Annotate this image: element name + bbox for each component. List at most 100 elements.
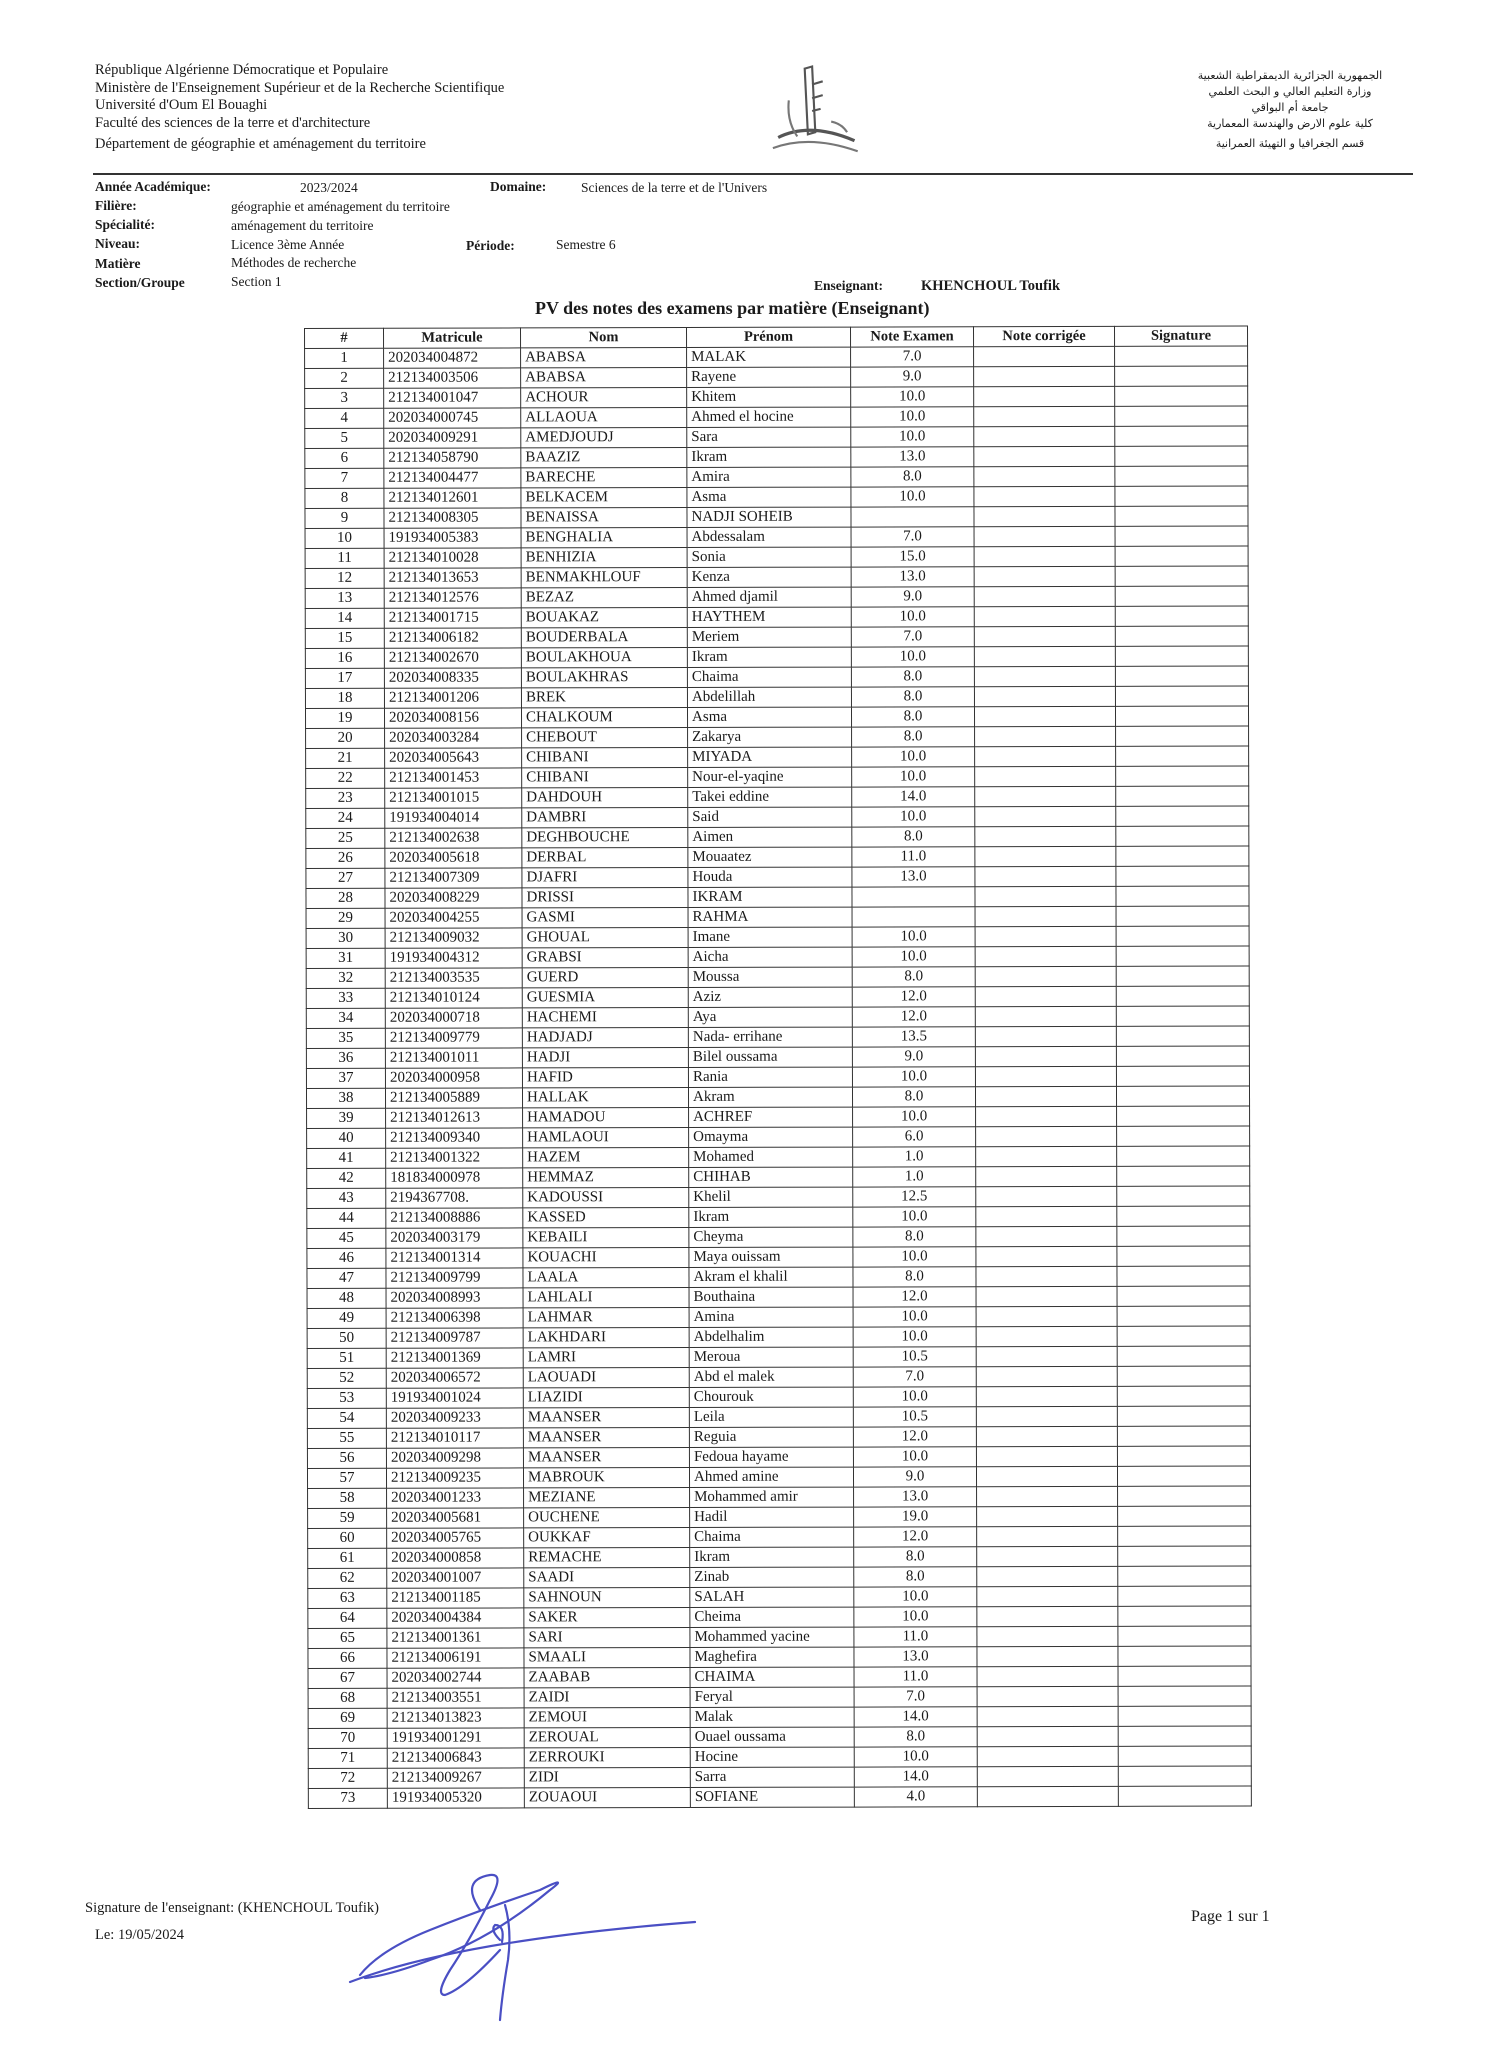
- prenom: Imane: [688, 927, 853, 948]
- matricule: 212134009235: [386, 1467, 524, 1489]
- matricule: 212134012601: [383, 487, 521, 509]
- table-row: 33 212134010124 GUESMIA Aziz 12.0: [306, 986, 1250, 1009]
- matiere-label: Matière: [95, 256, 141, 271]
- note-corrigee: [975, 1266, 1118, 1287]
- matricule: 212134001314: [385, 1247, 523, 1269]
- row-number: 45: [306, 1228, 386, 1249]
- signature-cell: [1117, 1646, 1252, 1667]
- matricule: 212134004477: [383, 467, 521, 489]
- signature-cell: [1117, 1626, 1251, 1647]
- matricule: 212134012576: [384, 587, 522, 609]
- note-examen: 10.5: [853, 1346, 977, 1368]
- prenom: Kenza: [687, 567, 852, 588]
- note-examen: 9.0: [851, 586, 975, 608]
- table-row: 30 212134009032 GHOUAL Imane 10.0: [306, 926, 1250, 949]
- note-examen: 4.0: [854, 1786, 978, 1808]
- row-number: 70: [308, 1728, 388, 1749]
- nom: HALLAK: [522, 1087, 689, 1108]
- col-note-examen: Note Examen: [850, 326, 974, 348]
- row-number: 39: [306, 1108, 386, 1129]
- signature-cell: [1117, 1326, 1251, 1347]
- note-corrigee: [974, 846, 1116, 867]
- row-number: 31: [306, 948, 386, 969]
- table-row: 9 212134008305 BENAISSA NADJI SOHEIB: [304, 506, 1249, 529]
- note-corrigee: [974, 746, 1116, 767]
- note-examen: 13.0: [851, 866, 975, 888]
- note-examen: 10.0: [853, 1586, 977, 1608]
- note-examen: 13.0: [853, 1646, 978, 1668]
- row-number: 42: [306, 1168, 386, 1189]
- prenom: Maghefira: [689, 1647, 855, 1668]
- nom: BENHIZIA: [521, 547, 688, 568]
- table-row: 46 212134001314 KOUACHI Maya ouissam 10.0: [306, 1246, 1250, 1269]
- prenom: Bilel oussama: [688, 1047, 853, 1068]
- note-corrigee: [976, 1566, 1118, 1587]
- row-number: 28: [305, 888, 386, 909]
- note-corrigee: [975, 926, 1117, 947]
- note-corrigee: [976, 1646, 1119, 1667]
- prenom: Mohammed yacine: [689, 1627, 854, 1648]
- nom: ABABSA: [520, 347, 687, 368]
- matricule: 212134001047: [383, 387, 521, 409]
- prenom: Hadil: [689, 1507, 854, 1528]
- prenom: NADJI SOHEIB: [686, 507, 852, 528]
- matricule: 202034004384: [386, 1607, 524, 1629]
- header-divider: [93, 173, 1413, 175]
- note-examen: 10.0: [853, 1446, 977, 1468]
- row-number: 10: [305, 528, 385, 549]
- note-corrigee: [976, 1486, 1118, 1507]
- nom: GHOUAL: [522, 927, 689, 948]
- matricule: 202034004255: [385, 907, 523, 929]
- prenom: Aziz: [688, 987, 853, 1008]
- nom: DRISSI: [521, 887, 689, 908]
- note-examen: 11.0: [854, 1666, 978, 1688]
- note-examen: 10.0: [851, 766, 975, 788]
- table-row: 66 212134006191 SMAALI Maghefira 13.0: [307, 1646, 1252, 1669]
- domaine-label: Domaine:: [490, 179, 547, 194]
- table-row: 5 202034009291 AMEDJOUDJ Sara 10.0: [304, 426, 1248, 449]
- note-examen: 8.0: [854, 1726, 978, 1748]
- prenom: CHAIMA: [690, 1667, 855, 1688]
- matricule: 212134001322: [385, 1147, 523, 1169]
- note-corrigee: [975, 986, 1117, 1007]
- row-number: 59: [307, 1508, 387, 1529]
- table-row: 15 212134006182 BOUDERBALA Meriem 7.0: [305, 626, 1249, 649]
- filiere-label: Filière:: [95, 198, 137, 213]
- note-corrigee: [975, 1146, 1117, 1167]
- signature-cell: [1117, 1586, 1251, 1607]
- header-line-ar: جامعة أم البواقي: [1251, 101, 1329, 114]
- nom: BOULAKHOUA: [521, 647, 688, 668]
- signature-cell: [1116, 946, 1250, 967]
- note-corrigee: [975, 966, 1117, 987]
- table-row: 68 212134003551 ZAIDI Feryal 7.0: [308, 1686, 1252, 1709]
- note-examen: 12.0: [853, 1526, 977, 1548]
- row-number: 1: [304, 348, 384, 369]
- matricule: 202034006572: [386, 1367, 524, 1389]
- note-corrigee: [973, 466, 1115, 487]
- table-body: 1 202034004872 ABABSA MALAK 7.0 2 212134003506…: [304, 346, 1252, 1809]
- note-examen: 14.0: [854, 1706, 978, 1728]
- note-corrigee: [976, 1586, 1118, 1607]
- row-number: 30: [306, 928, 386, 949]
- prenom: Rayene: [686, 367, 851, 388]
- nom: MAANSER: [523, 1407, 690, 1428]
- note-corrigee: [975, 1246, 1117, 1267]
- note-corrigee: [974, 666, 1116, 687]
- signature-cell: [1115, 586, 1249, 607]
- date-label: Le: 19/05/2024: [95, 1927, 185, 1943]
- row-number: 69: [308, 1708, 388, 1729]
- signature-cell: [1117, 1526, 1251, 1547]
- prenom: Chaima: [689, 1527, 854, 1548]
- table-row: 61 202034000858 REMACHE Ikram 8.0: [307, 1546, 1251, 1569]
- page-number: Page 1 sur 1: [1191, 1908, 1270, 1925]
- row-number: 55: [307, 1428, 387, 1449]
- matricule: 212134009267: [387, 1767, 525, 1789]
- matricule: 212134009779: [385, 1027, 523, 1049]
- table-row: 57 212134009235 MABROUK Ahmed amine 9.0: [307, 1466, 1251, 1489]
- row-number: 68: [308, 1688, 388, 1709]
- prenom: Bouthaina: [689, 1287, 854, 1308]
- note-examen: 10.0: [851, 806, 975, 828]
- table-row: 31 191934004312 GRABSI Aicha 10.0: [306, 946, 1250, 969]
- signature-cell: [1116, 1226, 1250, 1247]
- row-number: 24: [305, 808, 385, 829]
